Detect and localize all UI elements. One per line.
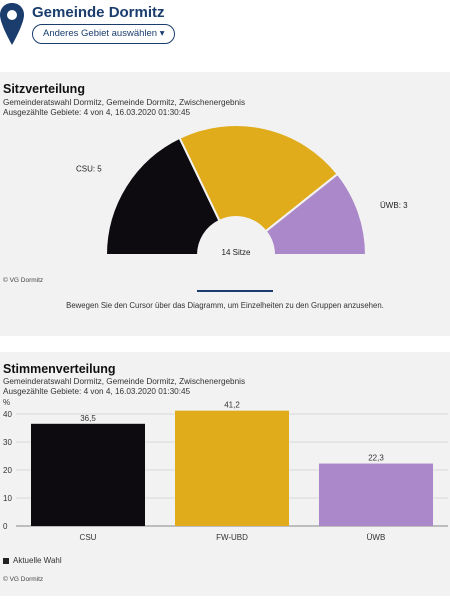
seat-total-label: 14 Sitze: [222, 248, 251, 257]
vote-chart[interactable]: % 0 10 20 30 40 36,5 CSU 41,2 FW-UBD 22,3 ÜWB: [0, 396, 450, 556]
location-pin-icon: [0, 3, 24, 45]
vote-value-label-üwb: 22,3: [368, 454, 384, 463]
y-tick-label-40: 40: [3, 410, 12, 419]
y-axis-unit-label: %: [3, 398, 10, 407]
seat-panel-subtitle-1: Gemeinderatswahl Dormitz, Gemeinde Dormi…: [3, 98, 246, 107]
legend-label[interactable]: Aktuelle Wahl: [13, 556, 62, 565]
vote-bar-üwb[interactable]: [319, 463, 433, 526]
seat-panel-subtitle-2: Ausgezählte Gebiete: 4 von 4, 16.03.2020…: [3, 108, 191, 117]
seat-distribution-panel: Sitzverteilung Gemeinderatswahl Dormitz,…: [0, 72, 450, 336]
x-tick-label-fw-ubd: FW-UBD: [216, 533, 248, 542]
vote-distribution-panel: Stimmenverteilung Gemeinderatswahl Dormi…: [0, 352, 450, 596]
y-tick-label-30: 30: [3, 438, 12, 447]
chart-hint: Bewegen Sie den Cursor über das Diagramm…: [66, 301, 384, 310]
seat-slice-csu[interactable]: [104, 136, 221, 256]
x-tick-label-csu: CSU: [80, 533, 97, 542]
vote-panel-subtitle-1: Gemeinderatswahl Dormitz, Gemeinde Dormi…: [3, 377, 246, 386]
vote-value-label-csu: 36,5: [80, 414, 96, 423]
legend-swatch: [3, 558, 9, 564]
seat-panel-title: Sitzverteilung: [3, 82, 85, 96]
vote-panel-title: Stimmenverteilung: [3, 362, 116, 376]
page-title: Gemeinde Dormitz: [32, 4, 165, 21]
y-tick-label-10: 10: [3, 494, 12, 503]
y-tick-label-0: 0: [3, 522, 8, 531]
page-header: Gemeinde Dormitz Anderes Gebiet auswähle…: [0, 0, 450, 60]
x-tick-label-üwb: ÜWB: [367, 533, 386, 542]
seat-chart[interactable]: CSU: 5FW-UBD: 6ÜWB: 314 Sitze: [0, 112, 450, 312]
change-area-button[interactable]: Anderes Gebiet auswählen ▾: [32, 24, 176, 44]
vote-value-label-fw-ubd: 41,2: [224, 401, 240, 410]
seat-label-csu: CSU: 5: [76, 164, 102, 173]
vote-bar-fw-ubd[interactable]: [175, 410, 289, 526]
seat-slice-üwb[interactable]: [264, 172, 368, 256]
vote-bar-csu[interactable]: [31, 423, 145, 526]
y-tick-label-20: 20: [3, 466, 12, 475]
seat-label-üwb: ÜWB: 3: [380, 201, 408, 210]
vote-panel-subtitle-2: Ausgezählte Gebiete: 4 von 4, 16.03.2020…: [3, 387, 191, 396]
seat-chart-credit: © VG Dormitz: [3, 277, 44, 284]
vote-chart-credit: © VG Dormitz: [3, 576, 44, 583]
hint-divider: [197, 290, 273, 292]
